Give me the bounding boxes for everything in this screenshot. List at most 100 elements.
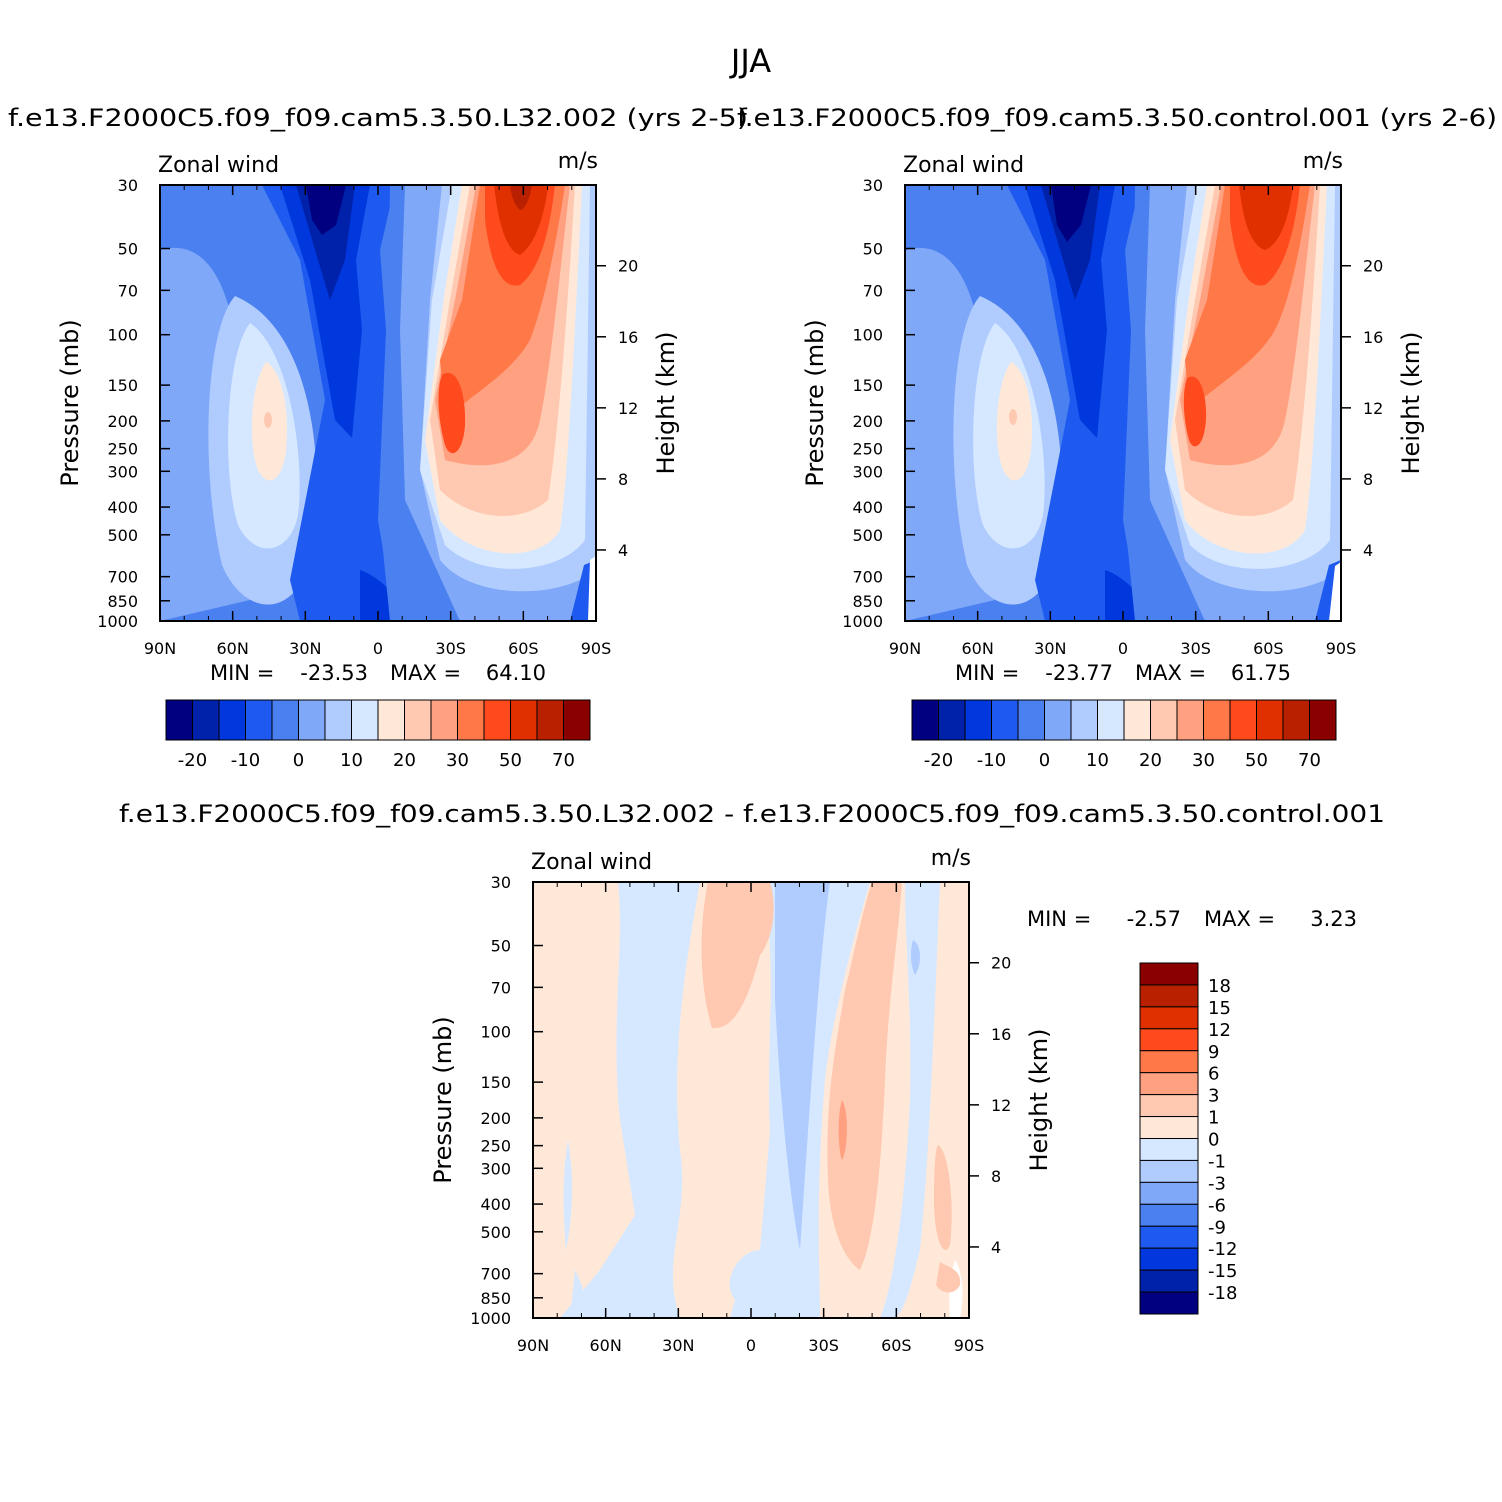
y-tick-label: 250 <box>852 440 883 459</box>
colorbar-swatch <box>1123 699 1151 741</box>
y-tick-label: 500 <box>480 1223 511 1242</box>
x-tick-label: 30S <box>1180 639 1211 658</box>
x-tick-label: 60S <box>508 639 539 658</box>
panel-diff-units: m/s <box>931 846 971 871</box>
panel-diff-min-label: MIN = <box>1027 907 1091 931</box>
height-tick-label: 20 <box>1363 257 1383 276</box>
y-tick-label: 1000 <box>842 612 883 631</box>
colorbar-swatch <box>1139 1291 1199 1315</box>
colorbar-swatch <box>245 699 273 741</box>
colorbar-label: 3 <box>1208 1086 1219 1107</box>
y-tick-label: 70 <box>863 281 883 300</box>
y-tick-label: 850 <box>480 1289 511 1308</box>
colorbar-swatch <box>510 699 538 741</box>
figure-title: JJA <box>729 42 771 80</box>
height-tick-label: 4 <box>1363 541 1373 560</box>
colorbar-swatch <box>938 699 966 741</box>
height-tick-label: 16 <box>991 1025 1011 1044</box>
colorbar-swatch <box>483 699 511 741</box>
y-tick-label: 150 <box>852 376 883 395</box>
colorbar-swatch <box>1139 1138 1199 1161</box>
panel-case-title: f.e13.F2000C5.f09_f09.cam5.3.50.L32.002 … <box>8 104 748 132</box>
y-tick-label: 30 <box>491 873 511 892</box>
height-tick-label: 8 <box>991 1167 1001 1186</box>
panel-diff-max-label: MAX = <box>1204 907 1275 931</box>
colorbar-swatch <box>1139 1159 1199 1183</box>
colorbar-swatch <box>1139 1181 1199 1205</box>
colorbar-label: 70 <box>552 750 575 771</box>
panel-control-max-label: MAX = <box>1135 661 1206 685</box>
panel-diff-title: f.e13.F2000C5.f09_f09.cam5.3.50.L32.002 … <box>119 800 1385 828</box>
panel-diff-min-value: -2.57 <box>1127 907 1181 931</box>
colorbar-label: 0 <box>1039 750 1050 771</box>
y2-axis-label: Height (km) <box>652 332 680 475</box>
y-axis-label: Pressure (mb) <box>801 319 829 486</box>
y2-axis-label: Height (km) <box>1025 1029 1053 1172</box>
panel-control-min-label: MIN = <box>955 661 1019 685</box>
height-tick-label: 16 <box>618 328 638 347</box>
height-tick-label: 20 <box>618 257 638 276</box>
panel-control-max-value: 61.75 <box>1231 661 1291 685</box>
colorbar-swatch <box>192 699 220 741</box>
panel-diff: f.e13.F2000C5.f09_f09.cam5.3.50.L32.002 … <box>119 800 1385 1355</box>
colorbar-label: 0 <box>1208 1130 1219 1151</box>
x-tick-label: 30N <box>289 639 321 658</box>
colorbar-label: 18 <box>1208 976 1231 997</box>
colorbar-swatch <box>1176 699 1204 741</box>
colorbar-swatch <box>536 699 564 741</box>
x-tick-label: 90N <box>889 639 921 658</box>
colorbar-swatch <box>1139 984 1199 1008</box>
colorbar-swatch <box>165 699 193 741</box>
y-tick-label: 200 <box>480 1109 511 1128</box>
x-tick-label: 0 <box>746 1336 756 1355</box>
y-tick-label: 100 <box>107 326 138 345</box>
x-tick-label: 30S <box>435 639 466 658</box>
colorbar-label: 15 <box>1208 998 1231 1019</box>
y-tick-label: 300 <box>480 1159 511 1178</box>
colorbar-label: 9 <box>1208 1042 1219 1063</box>
x-tick-label: 90S <box>954 1336 985 1355</box>
y-tick-label: 850 <box>107 592 138 611</box>
x-tick-label: 60S <box>1253 639 1284 658</box>
colorbar-swatch <box>1139 1203 1199 1227</box>
panel-control-field-label: Zonal wind <box>903 153 1024 178</box>
colorbar-swatch <box>1139 1028 1199 1052</box>
colorbar-swatch <box>1139 1247 1199 1271</box>
y-tick-label: 300 <box>107 462 138 481</box>
colorbar-swatch <box>563 699 591 741</box>
panel-case-max-label: MAX = <box>390 661 461 685</box>
height-tick-label: 4 <box>618 541 628 560</box>
colorbar-label: 20 <box>393 750 416 771</box>
y-tick-label: 50 <box>118 240 138 259</box>
y-tick-label: 70 <box>118 281 138 300</box>
colorbar-swatch <box>964 699 992 741</box>
colorbar-label: 70 <box>1298 750 1321 771</box>
colorbar-label: 12 <box>1208 1020 1231 1041</box>
panel-control-colorbar: -20 -10 0 10 20 30 50 70 <box>911 699 1337 771</box>
x-tick-label: 30N <box>662 1336 694 1355</box>
panel-control: f.e13.F2000C5.f09_f09.cam5.3.50.control.… <box>737 104 1497 771</box>
height-tick-label: 12 <box>618 399 638 418</box>
colorbar-label: -10 <box>231 750 260 771</box>
x-tick-label: 90S <box>1326 639 1357 658</box>
colorbar-swatch <box>430 699 458 741</box>
panel-control-contours <box>905 185 1341 621</box>
x-tick-label: 60N <box>962 639 994 658</box>
y-tick-label: 30 <box>863 176 883 195</box>
colorbar-swatch <box>1150 699 1178 741</box>
x-tick-label: 90N <box>517 1336 549 1355</box>
height-tick-label: 8 <box>1363 470 1373 489</box>
y-tick-label: 1000 <box>97 612 138 631</box>
colorbar-label: -3 <box>1208 1173 1226 1194</box>
y-tick-label: 500 <box>852 526 883 545</box>
x-tick-label: 90N <box>144 639 176 658</box>
colorbar-swatch <box>1017 699 1045 741</box>
colorbar-swatch <box>271 699 299 741</box>
panel-case: f.e13.F2000C5.f09_f09.cam5.3.50.L32.002 … <box>8 104 748 771</box>
panel-case-axes: 305070100150200250300400500700850100090N… <box>56 176 680 658</box>
panel-case-contours <box>160 185 596 621</box>
colorbar-swatch <box>1139 1269 1199 1293</box>
panel-diff-max-value: 3.23 <box>1310 907 1357 931</box>
